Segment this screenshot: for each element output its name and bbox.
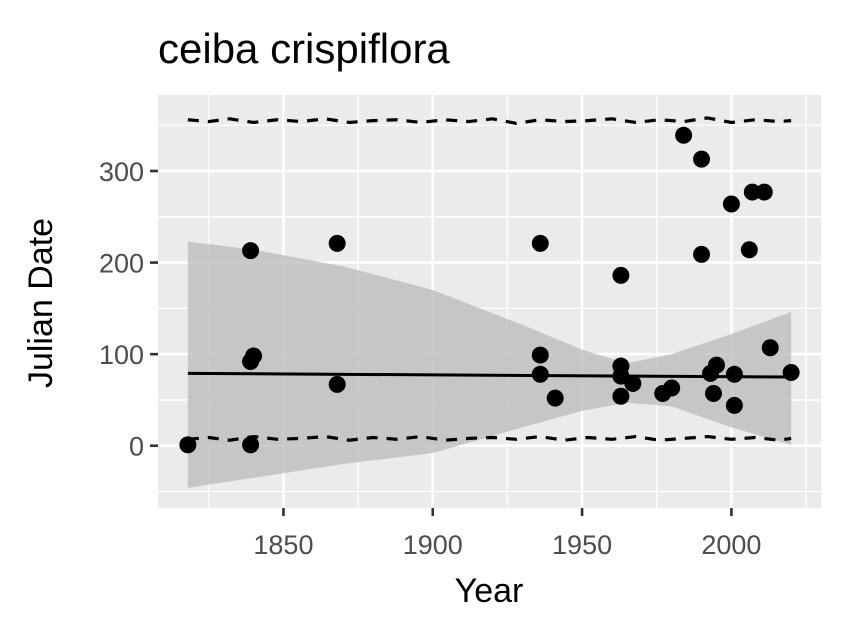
data-point	[725, 365, 743, 383]
data-point	[531, 234, 549, 252]
y-tick-label: 100	[99, 340, 144, 370]
data-point	[179, 436, 197, 454]
data-point	[740, 241, 758, 259]
data-point	[761, 339, 779, 357]
data-point	[707, 356, 725, 374]
data-point	[675, 126, 693, 144]
data-point	[693, 245, 711, 263]
data-point	[693, 150, 711, 168]
trend-line	[187, 371, 792, 379]
data-point	[663, 379, 681, 397]
data-points	[179, 126, 800, 454]
y-tick-label: 0	[129, 432, 144, 462]
data-point	[722, 195, 740, 213]
data-point	[242, 436, 260, 454]
x-tick-label: 1950	[552, 530, 612, 560]
data-point	[531, 346, 549, 364]
data-point	[531, 365, 549, 383]
data-point	[743, 183, 761, 201]
y-tick-label: 300	[99, 157, 144, 187]
data-point	[612, 387, 630, 405]
data-point	[704, 385, 722, 403]
data-point	[755, 183, 773, 201]
quantile-line-upper	[187, 116, 792, 125]
x-axis-title: Year	[455, 572, 524, 610]
quantile-lines	[187, 116, 792, 442]
data-point	[328, 234, 346, 252]
data-point	[328, 375, 346, 393]
quantile-line-lower	[187, 434, 792, 442]
chart-title: ceiba crispiflora	[158, 25, 450, 72]
x-axis: 1850 1900 1950 2000	[253, 508, 761, 560]
x-tick-label: 2000	[701, 530, 761, 560]
data-point	[546, 389, 564, 407]
data-point	[624, 374, 642, 392]
data-point	[245, 347, 263, 365]
y-axis-title: Julian Date	[22, 218, 60, 388]
data-point	[725, 396, 743, 414]
x-tick-label: 1900	[403, 530, 463, 560]
y-axis: 0 100 200 300	[99, 157, 158, 462]
data-point	[242, 242, 260, 260]
confidence-band	[187, 241, 792, 488]
y-tick-label: 200	[99, 249, 144, 279]
x-tick-label: 1850	[253, 530, 313, 560]
data-point	[612, 266, 630, 284]
data-point	[782, 363, 800, 381]
